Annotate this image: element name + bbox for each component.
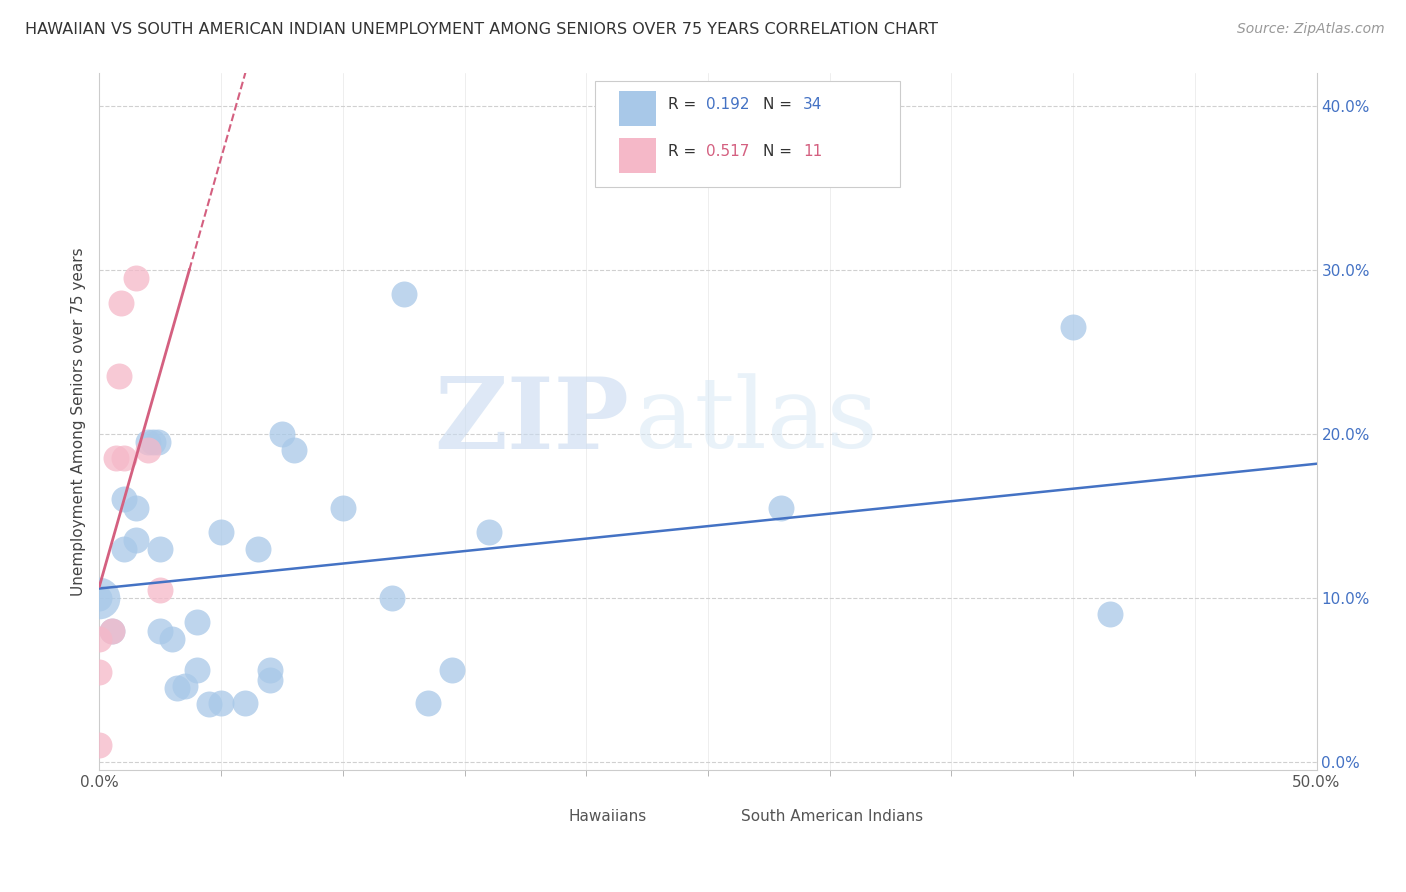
Point <box>108 369 131 384</box>
Point <box>112 451 135 466</box>
Point <box>105 451 128 466</box>
Point <box>136 434 159 449</box>
Point <box>125 533 148 548</box>
Point <box>89 739 111 753</box>
Point <box>110 295 132 310</box>
Point <box>186 615 208 630</box>
Text: R =: R = <box>668 145 702 160</box>
Point <box>146 434 169 449</box>
Point <box>259 673 281 687</box>
Point <box>162 632 184 646</box>
Point <box>149 582 172 597</box>
Point <box>209 525 232 540</box>
Text: atlas: atlas <box>636 374 877 469</box>
Text: 34: 34 <box>803 97 823 112</box>
Text: 0.192: 0.192 <box>706 97 749 112</box>
Point <box>478 525 501 540</box>
Point <box>149 624 172 638</box>
Point <box>173 679 195 693</box>
Point <box>100 624 122 638</box>
FancyBboxPatch shape <box>619 91 655 126</box>
Point <box>1098 607 1121 622</box>
FancyBboxPatch shape <box>619 138 655 173</box>
Point <box>125 271 148 285</box>
Text: Source: ZipAtlas.com: Source: ZipAtlas.com <box>1237 22 1385 37</box>
Point <box>392 287 415 301</box>
Point <box>89 665 111 679</box>
Point <box>89 632 111 646</box>
Point <box>441 663 464 677</box>
Point <box>142 434 165 449</box>
Text: HAWAIIAN VS SOUTH AMERICAN INDIAN UNEMPLOYMENT AMONG SENIORS OVER 75 YEARS CORRE: HAWAIIAN VS SOUTH AMERICAN INDIAN UNEMPL… <box>25 22 938 37</box>
Point <box>332 500 354 515</box>
Text: 0.517: 0.517 <box>706 145 749 160</box>
Point <box>271 426 294 441</box>
Text: ZIP: ZIP <box>434 373 628 470</box>
Y-axis label: Unemployment Among Seniors over 75 years: Unemployment Among Seniors over 75 years <box>72 247 86 596</box>
Point <box>209 696 232 710</box>
Point <box>246 541 269 556</box>
Point <box>416 696 439 710</box>
Point <box>149 541 172 556</box>
Point <box>166 681 188 695</box>
Point <box>136 443 159 458</box>
Point <box>112 492 135 507</box>
FancyBboxPatch shape <box>595 81 900 186</box>
Point <box>235 696 257 710</box>
FancyBboxPatch shape <box>531 807 558 826</box>
Point <box>125 500 148 515</box>
Text: R =: R = <box>668 97 702 112</box>
Point <box>89 591 111 605</box>
Text: N =: N = <box>763 97 797 112</box>
Point <box>259 663 281 677</box>
FancyBboxPatch shape <box>704 807 731 826</box>
Point <box>769 500 792 515</box>
Point <box>89 591 111 605</box>
Point <box>100 624 122 638</box>
Text: Hawaiians: Hawaiians <box>568 809 647 824</box>
Point <box>380 591 402 605</box>
Point <box>112 541 135 556</box>
Text: South American Indians: South American Indians <box>741 809 922 824</box>
Text: N =: N = <box>763 145 797 160</box>
Point <box>186 663 208 677</box>
Point <box>198 698 221 712</box>
Point <box>1062 320 1084 334</box>
Text: 11: 11 <box>803 145 823 160</box>
Point <box>283 443 305 458</box>
